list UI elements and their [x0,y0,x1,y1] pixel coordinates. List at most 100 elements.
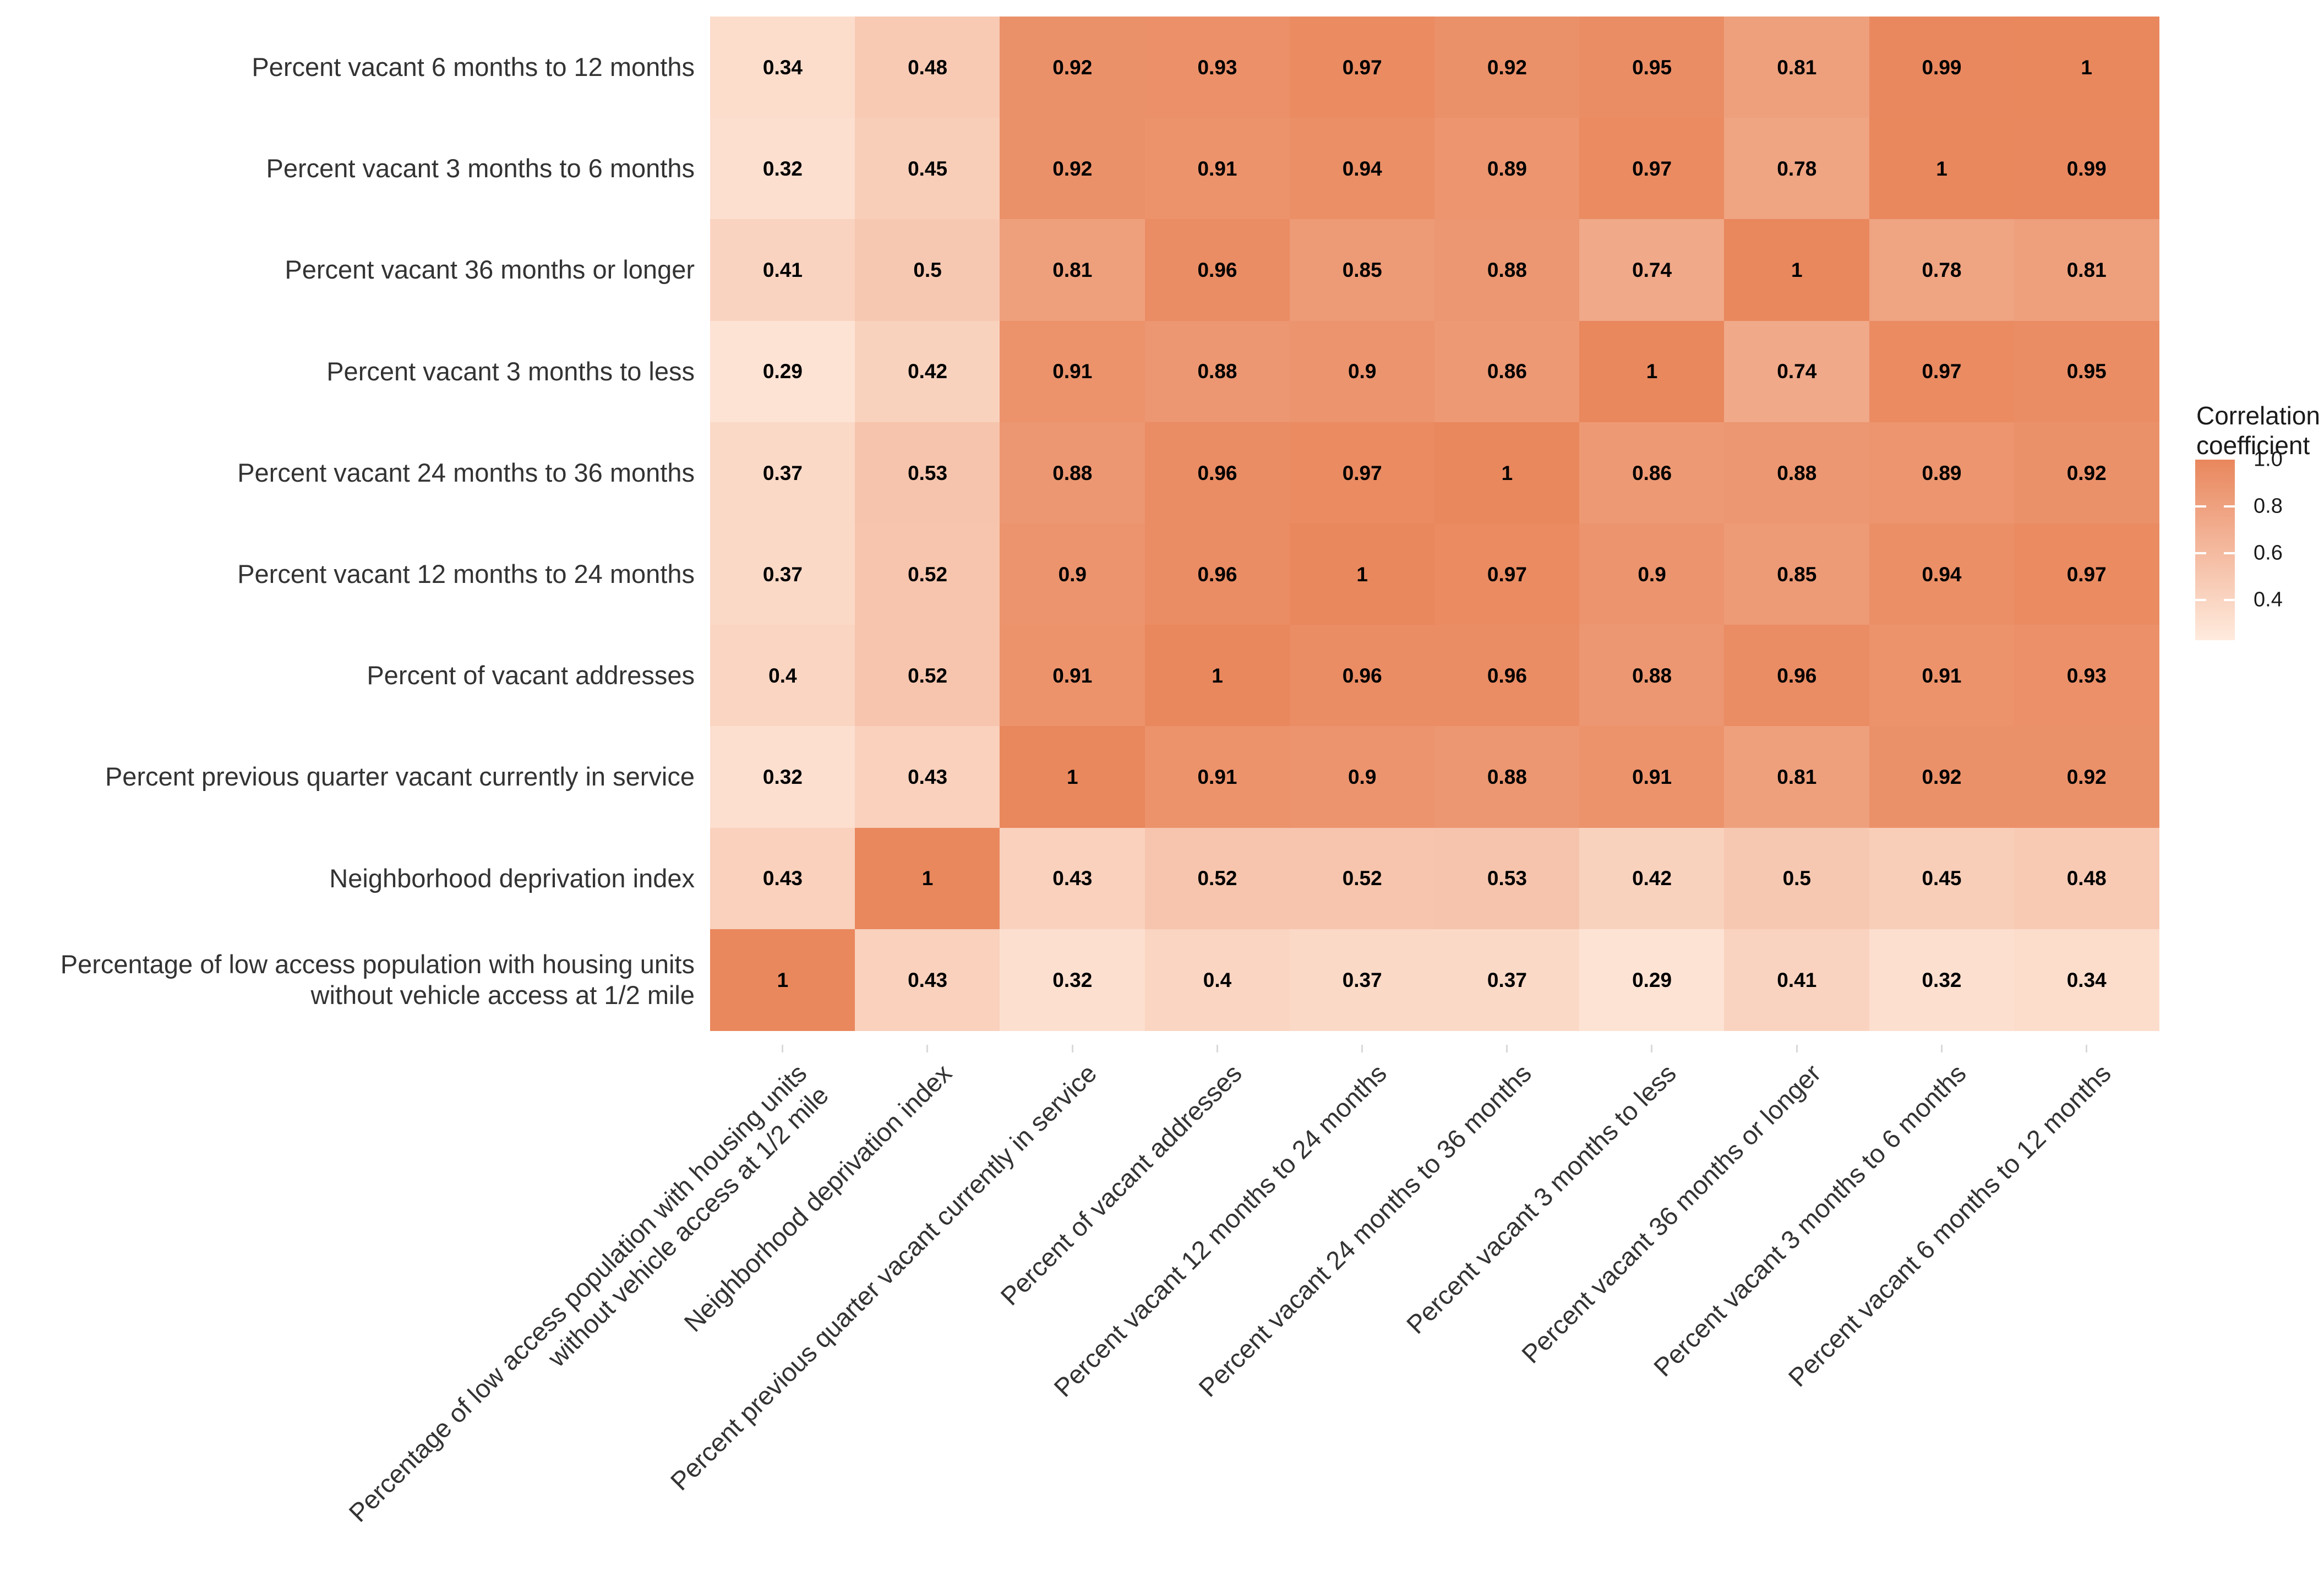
cell-value: 0.96 [1487,664,1527,688]
x-axis-tick [1071,1045,1073,1052]
y-axis-label: Percent of vacant addresses [367,661,695,690]
cell-value: 0.99 [2066,157,2107,181]
cell-value: 0.86 [1487,360,1527,383]
heatmap-cell: 0.34 [2014,929,2159,1031]
heatmap-cell: 0.43 [855,726,1000,828]
cell-value: 0.91 [1052,664,1093,688]
heatmap-cell: 0.89 [1869,422,2015,524]
legend-tick-label: 1.0 [2254,448,2283,471]
cell-value: 0.32 [1922,968,1962,991]
heatmap-cell: 0.41 [1724,929,1870,1031]
cell-value: 0.41 [1777,968,1817,991]
heatmap-cell: 0.34 [710,17,855,118]
cell-value: 0.52 [908,563,948,586]
y-axis-label: Percent vacant 36 months or longer [285,255,695,285]
heatmap-cell: 0.99 [2014,118,2159,220]
heatmap-cell: 0.43 [855,929,1000,1031]
legend-tick-mark [2195,505,2206,508]
heatmap-cell: 0.45 [855,118,1000,220]
heatmap-cell: 1 [1000,726,1145,828]
cell-value: 1 [1212,664,1223,688]
heatmap-cell: 1 [855,827,1000,930]
heatmap-cell: 1 [1289,523,1435,625]
cell-value: 0.5 [913,259,942,282]
heatmap-cell: 0.9 [1289,320,1435,423]
cell-value: 0.88 [1487,259,1527,282]
heatmap-cell: 0.92 [1000,17,1145,118]
heatmap-cell: 0.88 [1000,422,1145,524]
heatmap-cell: 0.95 [1579,17,1725,118]
legend-title-line-1: Correlation [2196,401,2320,430]
cell-value: 0.92 [2066,766,2107,789]
cell-value: 0.43 [908,766,948,789]
cell-value: 0.96 [1197,259,1237,282]
y-axis-label: Percent vacant 12 months to 24 months [237,559,695,589]
cell-value: 0.53 [1487,867,1527,890]
cell-value: 0.29 [1632,968,1672,991]
cell-value: 0.85 [1342,259,1382,282]
cell-value: 0.41 [762,259,803,282]
heatmap-cell: 0.32 [1869,929,2015,1031]
heatmap-cell: 0.52 [1144,827,1290,930]
cell-value: 0.86 [1632,461,1672,484]
heatmap-cell: 0.88 [1579,625,1725,727]
cell-value: 0.29 [762,360,803,383]
heatmap-cell: 0.32 [710,726,855,828]
cell-value: 0.88 [1777,461,1817,484]
x-axis-label: Percent vacant 3 months to 6 months [1647,1058,1972,1382]
x-axis-tick [1796,1045,1798,1052]
legend-tick-mark [2195,598,2206,601]
cell-value: 0.91 [1052,360,1093,383]
x-axis-tick [782,1045,784,1052]
cell-value: 0.88 [1487,766,1527,789]
x-axis-label: Percentage of low access population with… [343,1058,834,1528]
heatmap-cell: 0.96 [1144,219,1290,321]
cell-value: 0.94 [1922,563,1962,586]
cell-value: 0.52 [1342,867,1382,890]
heatmap-cell: 0.88 [1434,219,1580,321]
cell-value: 0.32 [1052,968,1093,991]
cell-value: 0.97 [1342,56,1382,79]
heatmap-cell: 0.92 [1434,17,1580,118]
cell-value: 0.92 [1052,157,1093,181]
legend-tick-mark [2224,552,2235,554]
cell-value: 0.97 [1487,563,1527,586]
heatmap-cell: 0.52 [855,625,1000,727]
cell-value: 0.92 [1487,56,1527,79]
heatmap-cell: 0.91 [1579,726,1725,828]
heatmap-cell: 0.78 [1869,219,2015,321]
heatmap-cell: 0.81 [1724,726,1870,828]
cell-value: 0.96 [1197,461,1237,484]
heatmap-cell: 0.86 [1579,422,1725,524]
heatmap-cell: 0.53 [1434,827,1580,930]
heatmap-cell: 0.48 [2014,827,2159,930]
heatmap-cell: 0.94 [1869,523,2015,625]
heatmap-cell: 1 [1869,118,2015,220]
cell-value: 0.94 [1342,157,1382,181]
heatmap-cell: 0.92 [2014,422,2159,524]
heatmap-cell: 0.29 [1579,929,1725,1031]
cell-value: 0.89 [1922,461,1962,484]
heatmap-cell: 0.81 [2014,219,2159,321]
cell-value: 1 [1646,360,1658,383]
legend-tick-mark [2224,505,2235,508]
x-axis-tick [2085,1045,2087,1052]
cell-value: 0.81 [2066,259,2107,282]
heatmap-cell: 0.4 [1144,929,1290,1031]
heatmap-cell: 0.29 [710,320,855,423]
heatmap-cell: 0.52 [1289,827,1435,930]
heatmap-cell: 0.96 [1434,625,1580,727]
cell-value: 0.37 [1487,968,1527,991]
heatmap-cell: 0.97 [1869,320,2015,423]
heatmap-cell: 0.97 [1289,422,1435,524]
x-axis-tick [926,1045,929,1052]
heatmap-cell: 0.96 [1724,625,1870,727]
legend-tick-label: 0.6 [2254,541,2283,565]
cell-value: 0.37 [762,563,803,586]
heatmap-cell: 1 [710,929,855,1031]
heatmap-cell: 0.9 [1000,523,1145,625]
y-axis-label: Percent vacant 6 months to 12 months [252,52,695,82]
cell-value: 0.48 [908,56,948,79]
cell-value: 0.96 [1777,664,1817,688]
heatmap-cell: 1 [1724,219,1870,321]
